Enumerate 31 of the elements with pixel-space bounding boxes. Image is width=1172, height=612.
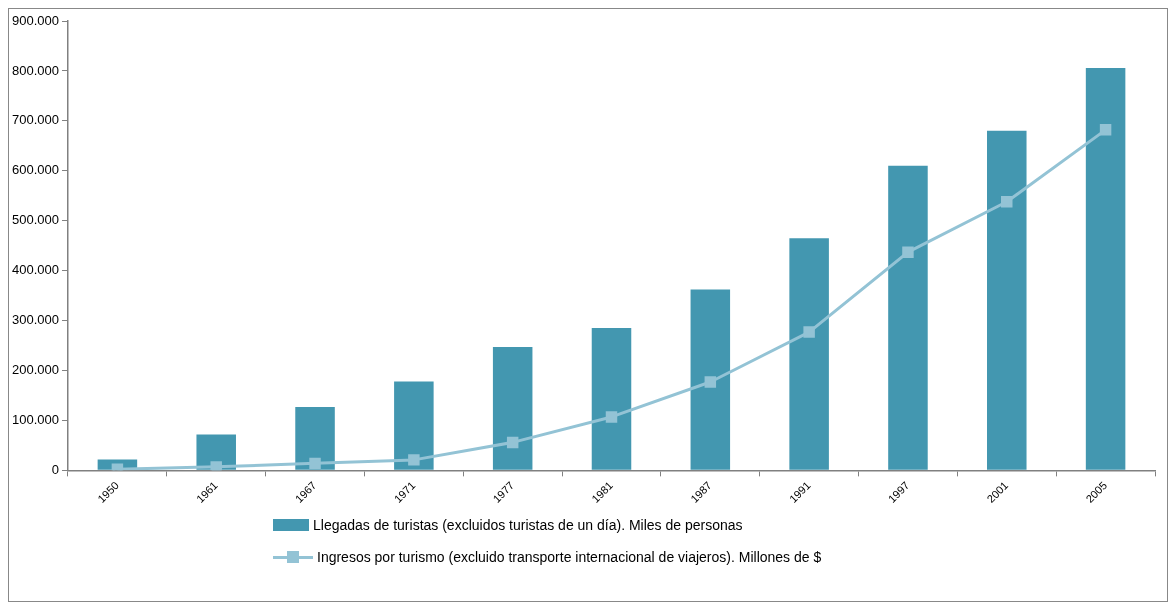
y-tick-label: 600.000 [11, 162, 59, 178]
bar [789, 238, 829, 470]
point [1099, 124, 1112, 136]
point [1001, 196, 1013, 208]
bar [394, 381, 434, 470]
point [803, 326, 815, 338]
legend-label: Llegadas de turistas (excluidos turistas de un día). Miles de personas [313, 517, 743, 533]
y-tick-label: 400.000 [11, 262, 59, 278]
y-tick-label: 100.000 [11, 412, 59, 428]
bar [888, 165, 928, 470]
y-tick-label: 0 [51, 461, 59, 477]
bar [295, 406, 335, 470]
point [309, 457, 321, 470]
y-tick-label: 500.000 [11, 212, 59, 228]
bar [591, 328, 632, 470]
y-tick-label: 300.000 [11, 312, 59, 328]
point [902, 246, 914, 258]
y-tick-label: 900.000 [11, 12, 59, 28]
point [704, 376, 717, 388]
point [506, 436, 519, 449]
y-tick-label: 800.000 [11, 62, 59, 78]
point [408, 454, 420, 466]
bar [492, 347, 533, 470]
y-tick-label: 700.000 [11, 112, 59, 128]
y-tick-label: 200.000 [11, 362, 59, 378]
bar [1085, 67, 1126, 470]
bar [987, 130, 1027, 470]
bar [690, 289, 731, 470]
point [605, 411, 618, 423]
legend-label: Ingresos por turismo (excluido transporte internacional de viajeros). Millones de $ [317, 549, 822, 565]
point [210, 461, 222, 471]
